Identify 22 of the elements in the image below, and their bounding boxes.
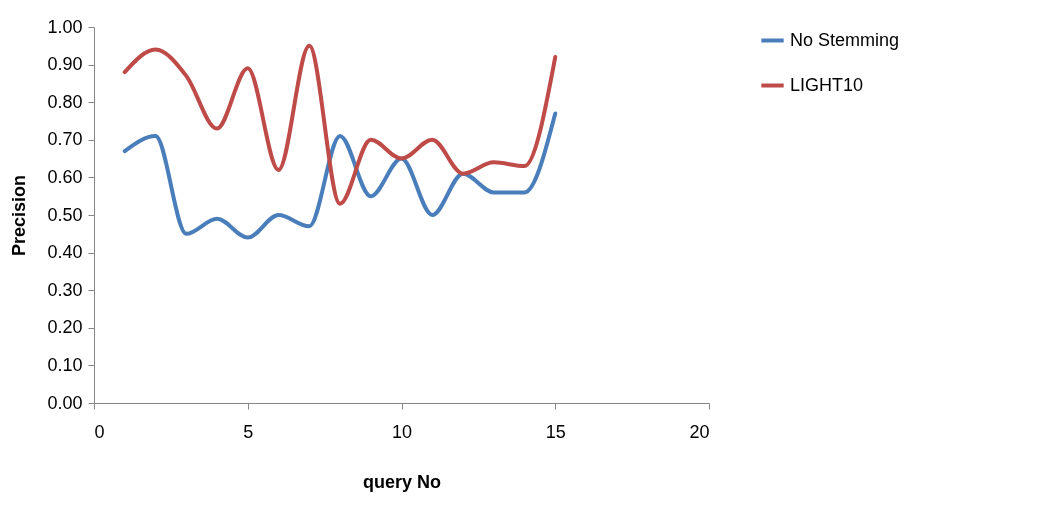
legend-label: No Stemming [790, 29, 900, 50]
y-tick-label: 0.20 [47, 317, 83, 338]
legend-label: LIGHT10 [790, 74, 864, 95]
y-tick-label: 0.10 [47, 354, 83, 375]
y-tick-label: 0.60 [47, 166, 83, 187]
y-axis-title: Precision [9, 174, 30, 257]
y-tick-label: 0.00 [47, 392, 83, 413]
y-tick-label: 0.80 [47, 91, 83, 112]
y-tick-label: 0.40 [47, 242, 83, 263]
x-tick-label: 15 [545, 421, 566, 442]
y-tick-label: 0.30 [47, 279, 83, 300]
x-tick-label: 0 [94, 421, 105, 442]
x-tick-label: 10 [391, 421, 413, 442]
line-series [122, 111, 558, 240]
x-axis-title: query No [362, 471, 442, 492]
x-tick-label: 20 [689, 421, 710, 442]
line-series [122, 43, 558, 206]
y-tick-label: 0.50 [47, 204, 83, 225]
y-tick-label: 1.00 [47, 16, 83, 37]
y-tick-label: 0.90 [47, 54, 83, 75]
x-tick-label: 5 [243, 421, 254, 442]
y-tick-label: 0.70 [47, 129, 83, 150]
